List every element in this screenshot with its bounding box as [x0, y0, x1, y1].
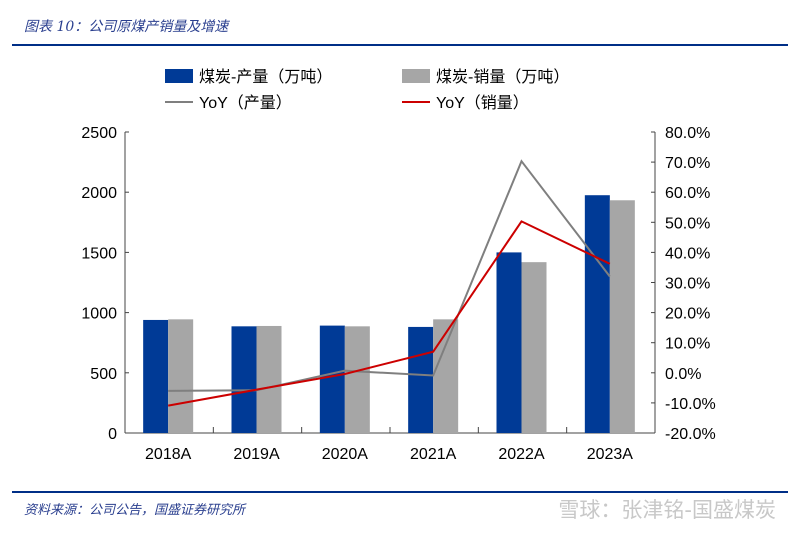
left-tick-label: 2500 [81, 125, 117, 142]
bar-production [143, 319, 169, 433]
right-tick-label: 10.0% [665, 336, 710, 353]
right-tick-label: -20.0% [665, 426, 716, 443]
x-tick-label: 2018A [145, 446, 192, 463]
bar-production [408, 326, 434, 433]
line-yoy-sales [167, 220, 611, 407]
right-tick-label: 70.0% [665, 155, 710, 172]
source-rule [12, 491, 788, 493]
left-tick-label: 2000 [81, 185, 117, 202]
x-tick-label: 2023A [587, 446, 634, 463]
bar-sales [256, 325, 282, 433]
x-tick-label: 2022A [498, 446, 545, 463]
right-tick-label: 0.0% [665, 366, 701, 383]
line-yoy-production [168, 159, 611, 392]
left-tick-label: 1000 [81, 306, 117, 323]
left-tick-label: 1500 [81, 245, 117, 262]
legend-label: 煤炭-产量（万吨） [199, 68, 332, 86]
title-rule [12, 44, 788, 46]
right-tick-label: 20.0% [665, 306, 710, 323]
right-tick-label: 60.0% [665, 185, 710, 202]
bar-sales [521, 262, 547, 433]
right-tick-label: 40.0% [665, 245, 710, 262]
legend-swatch [165, 69, 193, 83]
bar-production [584, 195, 610, 433]
right-tick-label: 80.0% [665, 125, 710, 142]
x-tick-label: 2021A [410, 446, 457, 463]
watermark: 雪球：张津铭-国盛煤炭 [558, 498, 776, 522]
bar-sales [168, 319, 194, 433]
left-tick-label: 500 [90, 366, 117, 383]
bar-production [496, 252, 522, 433]
bar-sales [344, 326, 370, 433]
right-tick-label: 30.0% [665, 276, 710, 293]
source-note: 资料来源：公司公告，国盛证券研究所 [24, 503, 246, 518]
left-tick-label: 0 [108, 426, 117, 443]
legend-swatch [402, 69, 430, 83]
right-tick-label: 50.0% [665, 215, 710, 232]
legend-label: YoY（销量） [436, 94, 529, 112]
bar-sales [433, 319, 459, 433]
right-tick-label: -10.0% [665, 396, 716, 413]
x-tick-label: 2019A [233, 446, 280, 463]
figure-title: 图表 10：公司原煤产销量及增速 [24, 19, 229, 35]
legend-label: YoY（产量） [199, 94, 292, 112]
bar-production [319, 325, 345, 433]
bar-sales [609, 200, 635, 433]
bar-production [231, 326, 257, 433]
legend-label: 煤炭-销量（万吨） [436, 68, 569, 86]
x-tick-label: 2020A [322, 446, 369, 463]
